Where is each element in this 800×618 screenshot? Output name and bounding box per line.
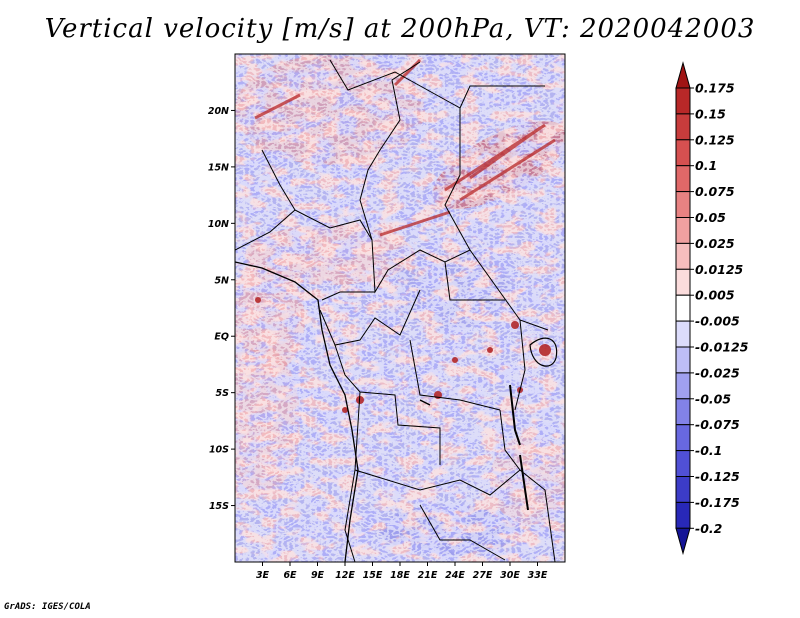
colorbar-label: -0.005 xyxy=(695,314,740,329)
colorbar-label: 0.15 xyxy=(695,106,726,121)
colorbar-swatch xyxy=(675,476,691,503)
colorbar-label: -0.025 xyxy=(695,365,740,380)
x-tick-label: 12E xyxy=(335,570,355,581)
colorbar: 0.175 0.15 0.125 0.1 0.075 0.05 0.025 0.0125 0.0… xyxy=(675,61,749,556)
colorbar-label: 0.125 xyxy=(695,132,735,147)
colorbar-label: 0.005 xyxy=(695,288,735,303)
x-tick-label: 9E xyxy=(311,570,325,581)
y-tick-label: 15N xyxy=(208,162,229,173)
x-axis: 3E 6E 9E 12E 15E 18E 21E 24E 27E 30E 33E xyxy=(256,562,548,581)
colorbar-label: -0.0125 xyxy=(695,340,749,355)
chart-title: Vertical velocity [m/s] at 200hPa, VT: 2… xyxy=(44,14,756,44)
colorbar-swatch xyxy=(675,268,691,296)
colorbar-swatch xyxy=(675,424,691,452)
y-tick-label: 5S xyxy=(216,388,230,399)
colorbar-swatch xyxy=(675,346,691,374)
y-tick-label: 5N xyxy=(214,275,229,286)
grads-credit: GrADS: IGES/COLA xyxy=(4,602,91,612)
y-axis: 20N 15N 10N 5N EQ 5S 10S 15S xyxy=(208,106,235,512)
y-tick-label: 20N xyxy=(208,106,229,117)
colorbar-swatch xyxy=(675,501,691,529)
colorbar-swatch xyxy=(675,372,691,400)
colorbar-swatch xyxy=(675,450,691,478)
colorbar-swatch xyxy=(675,242,691,270)
colorbar-swatch xyxy=(675,398,691,426)
colorbar-label: 0.1 xyxy=(695,158,717,173)
y-tick-label: 10S xyxy=(209,445,229,456)
colorbar-label: 0.05 xyxy=(695,210,726,225)
colorbar-swatch xyxy=(675,191,691,219)
colorbar-label: -0.175 xyxy=(695,495,740,510)
colorbar-extend-min xyxy=(675,527,691,556)
colorbar-label: 0.175 xyxy=(695,81,735,96)
colorbar-swatch xyxy=(675,320,691,348)
colorbar-swatch xyxy=(675,87,691,115)
colorbar-swatch xyxy=(675,139,691,167)
x-tick-label: 18E xyxy=(390,570,410,581)
colorbar-label: -0.05 xyxy=(695,391,731,406)
x-tick-label: 33E xyxy=(528,570,548,581)
x-tick-label: 3E xyxy=(256,570,270,581)
colorbar-label: -0.1 xyxy=(695,443,722,458)
map-panel xyxy=(235,54,565,562)
x-tick-label: 6E xyxy=(283,570,297,581)
colorbar-label: -0.075 xyxy=(695,417,740,432)
y-tick-label: 10N xyxy=(208,219,229,230)
x-tick-label: 21E xyxy=(418,570,438,581)
colorbar-label: -0.125 xyxy=(695,469,740,484)
colorbar-extend-max xyxy=(675,61,691,89)
colorbar-swatch xyxy=(675,165,691,193)
x-tick-label: 15E xyxy=(363,570,383,581)
y-tick-label: 15S xyxy=(209,501,229,512)
colorbar-label: 0.0125 xyxy=(695,262,744,277)
colorbar-label: 0.075 xyxy=(695,184,735,199)
colorbar-label: -0.2 xyxy=(695,521,722,536)
x-tick-label: 27E xyxy=(473,570,493,581)
colorbar-swatch xyxy=(675,217,691,244)
colorbar-swatch xyxy=(675,294,691,322)
x-tick-label: 30E xyxy=(500,570,520,581)
colorbar-label: 0.025 xyxy=(695,236,735,251)
colorbar-swatch xyxy=(675,113,691,141)
x-tick-label: 24E xyxy=(445,570,465,581)
y-tick-label: EQ xyxy=(214,332,229,343)
